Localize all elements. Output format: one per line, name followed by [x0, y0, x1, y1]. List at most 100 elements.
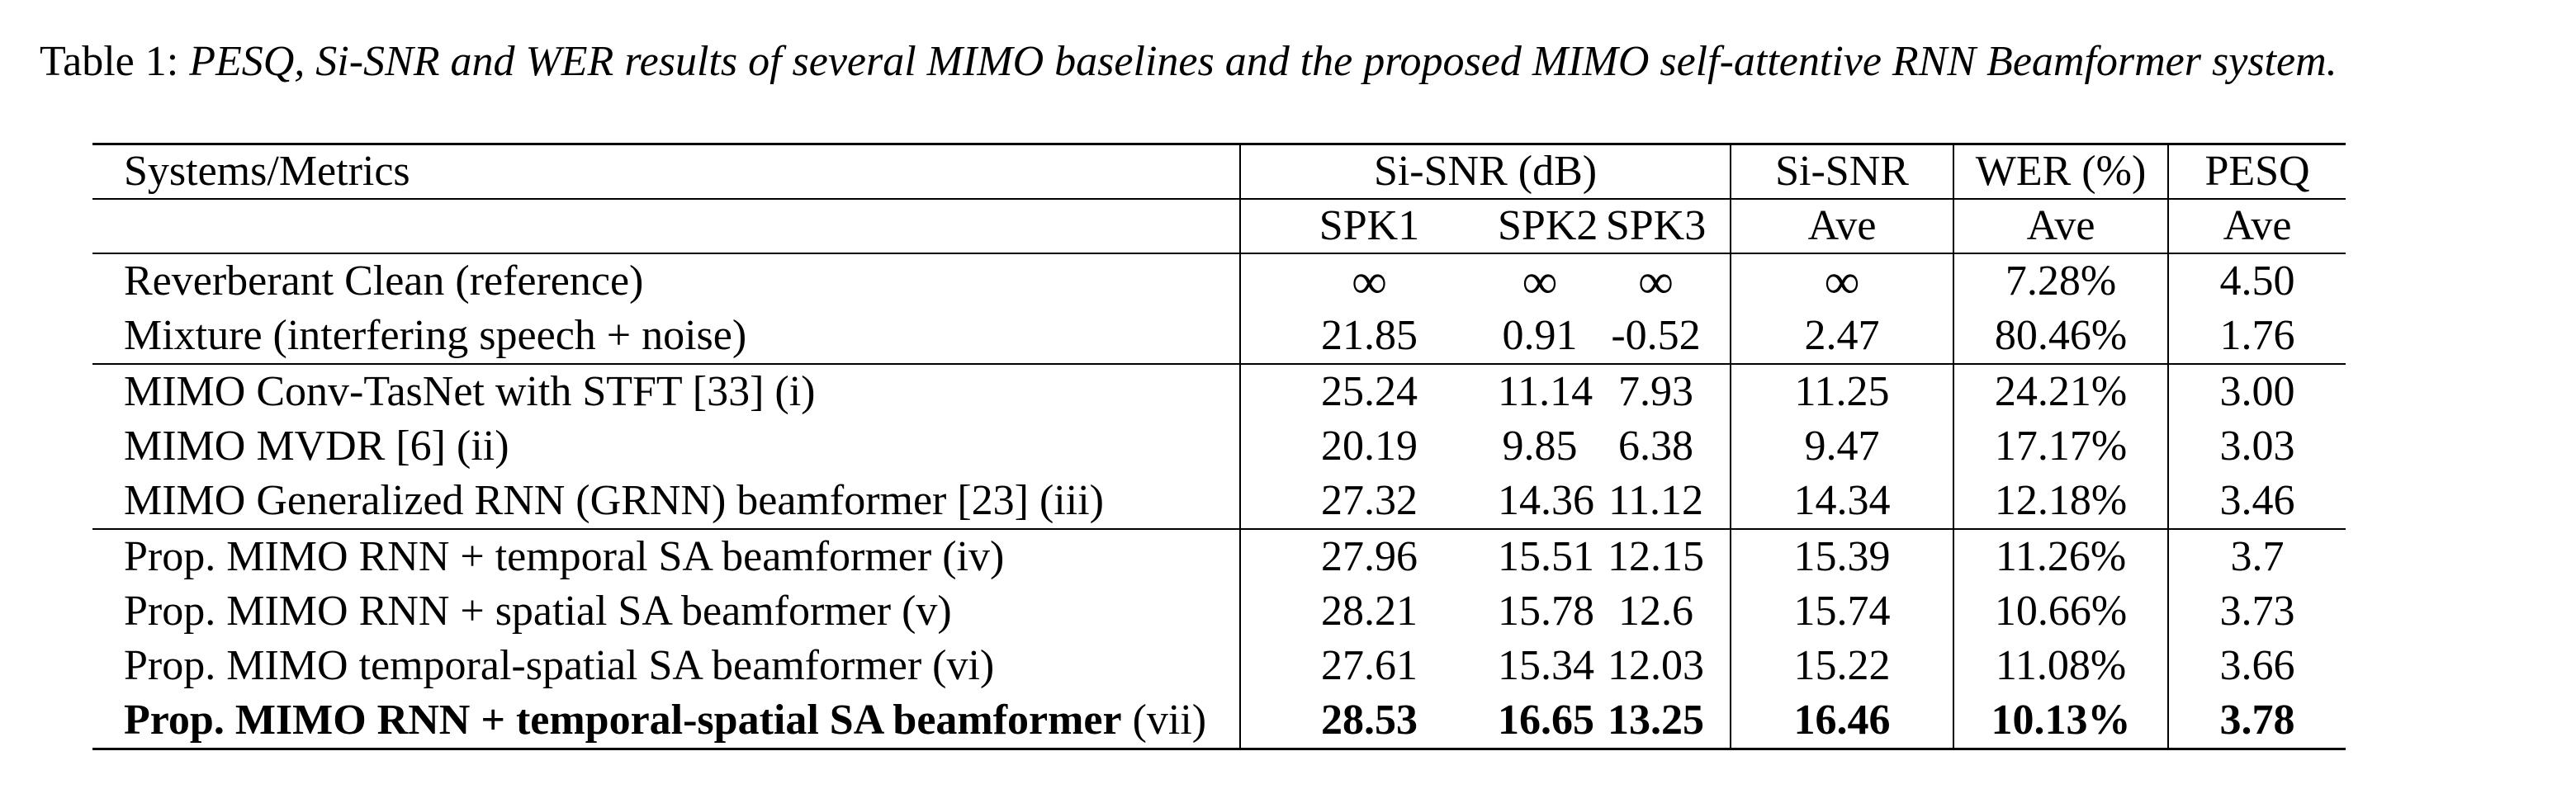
header-spk1: SPK1	[1240, 198, 1498, 253]
header-sisnr: Si-SNR	[1730, 143, 1954, 199]
cell-sisnr-ave: 9.47	[1730, 419, 1954, 474]
cell-wer: 11.08%	[1953, 639, 2169, 693]
cell-sisnr-ave: ∞	[1730, 253, 1954, 309]
cell-wer: 12.18%	[1953, 474, 2169, 529]
cell-wer: 7.28%	[1953, 253, 2169, 309]
system-tag: (vii)	[1121, 697, 1207, 744]
table-row: MIMO Generalized RNN (GRNN) beamformer […	[92, 474, 2480, 529]
cell-wer: 10.13%	[1953, 693, 2169, 750]
table-row: Reverberant Clean (reference) ∞ ∞ ∞ ∞ 7.28% 4.…	[92, 253, 2480, 309]
header-row-1: Systems/Metrics Si-SNR (dB) Si-SNR WER (…	[92, 143, 2480, 199]
system-name: MIMO Conv-TasNet with STFT [33] (i)	[92, 363, 1241, 419]
cell-spk1: 27.96	[1240, 528, 1498, 584]
cell-spk3: 12.6	[1618, 588, 1694, 635]
cell-spk1: ∞	[1240, 253, 1498, 309]
system-name: MIMO MVDR [6] (ii)	[92, 419, 1241, 474]
cell-spk1: 21.85	[1321, 312, 1418, 359]
cell-spk3: ∞	[1582, 253, 1731, 309]
cell-wer: 24.21%	[1953, 363, 2169, 419]
cell-spk3: 7.93	[1582, 363, 1731, 419]
cell-pesq: 3.78	[2167, 693, 2346, 750]
cell-pesq: 3.46	[2167, 474, 2346, 529]
system-name: Prop. MIMO RNN + temporal-spatial SA bea…	[92, 693, 1241, 750]
cell-spk3: 12.03	[1608, 642, 1705, 689]
cell-sisnr-ave: 2.47	[1730, 309, 1954, 364]
cell-spk3: 13.25	[1582, 693, 1731, 750]
cell-spk3: 11.12	[1608, 477, 1704, 524]
system-label: MIMO MVDR [6] (ii)	[124, 423, 509, 470]
system-label: Prop. MIMO RNN + temporal SA beamformer …	[124, 533, 1005, 580]
header-wer: WER (%)	[1953, 143, 2169, 199]
table-caption: Table 1: PESQ, Si-SNR and WER results of…	[40, 33, 2566, 91]
cell-pesq: 3.66	[2167, 639, 2346, 693]
table-row: Prop. MIMO RNN + spatial SA beamformer (…	[92, 584, 2480, 639]
cell-sisnr-ave: 11.25	[1730, 363, 1954, 419]
cell-spk2: 16.65	[1498, 693, 1594, 750]
cell-sisnr-ave: 15.39	[1730, 528, 1954, 584]
table-row: MIMO MVDR [6] (ii) 20.19 9.85 6.38 9.47 17.17…	[92, 419, 2480, 474]
caption-label: Table 1:	[40, 38, 190, 85]
cell-spk2: 11.14	[1498, 363, 1593, 419]
caption-text: PESQ, Si-SNR and WER results of several …	[189, 38, 2337, 85]
table-row: Prop. MIMO temporal-spatial SA beamforme…	[92, 639, 2480, 693]
header-sisnr-db: Si-SNR (dB)	[1240, 143, 1731, 199]
cell-pesq: 1.76	[2167, 309, 2346, 364]
system-label: MIMO Conv-TasNet with STFT [33] (i)	[124, 368, 816, 415]
cell-spk2: 15.78	[1498, 588, 1594, 635]
cell-pesq: 3.7	[2167, 528, 2346, 584]
header-spk3: SPK3	[1582, 198, 1731, 253]
cell-spk2: 15.51	[1498, 528, 1594, 584]
table-row: Prop. MIMO RNN + temporal-spatial SA bea…	[92, 693, 2480, 750]
table-row: Prop. MIMO RNN + temporal SA beamformer …	[92, 528, 2480, 584]
system-name: Mixture (interfering speech + noise)	[92, 309, 1241, 364]
cell-pesq: 3.73	[2167, 584, 2346, 639]
cell-spk3: 6.38	[1618, 423, 1694, 470]
cell-wer: 17.17%	[1953, 419, 2169, 474]
system-name: Reverberant Clean (reference)	[92, 253, 1241, 309]
header-pesq: PESQ	[2167, 143, 2346, 199]
system-name: MIMO Generalized RNN (GRNN) beamformer […	[92, 474, 1241, 529]
table-row: Mixture (interfering speech + noise) 21.8…	[92, 309, 2480, 364]
system-label: MIMO Generalized RNN (GRNN) beamformer […	[124, 477, 1104, 524]
cell-spk3: -0.52	[1611, 312, 1701, 359]
system-name: Prop. MIMO temporal-spatial SA beamforme…	[92, 639, 1241, 693]
cell-spk2: ∞	[1498, 253, 1582, 309]
system-label: Reverberant Clean (reference)	[124, 257, 644, 305]
header-spk2: SPK2	[1498, 198, 1598, 253]
table-body: Reverberant Clean (reference) ∞ ∞ ∞ ∞ 7.28% 4.…	[92, 253, 2480, 750]
system-name: Prop. MIMO RNN + spatial SA beamformer (…	[92, 584, 1241, 639]
system-label: Prop. MIMO RNN + spatial SA beamformer (…	[124, 588, 952, 635]
cell-pesq: 3.03	[2167, 419, 2346, 474]
cell-sisnr-ave: 15.74	[1730, 584, 1954, 639]
cell-wer: 11.26%	[1953, 528, 2169, 584]
cell-sisnr-ave: 14.34	[1730, 474, 1954, 529]
header-pesq-ave: Ave	[2167, 198, 2346, 253]
cell-spk3: 12.15	[1582, 528, 1731, 584]
cell-pesq: 4.50	[2167, 253, 2346, 309]
cell-spk1: 25.24	[1240, 363, 1498, 419]
cell-spk2: 15.34	[1498, 642, 1594, 689]
cell-spk1: 27.61	[1321, 642, 1418, 689]
cell-spk1: 27.32	[1321, 477, 1418, 524]
cell-spk1: 28.21	[1321, 588, 1418, 635]
cell-pesq: 3.00	[2167, 363, 2346, 419]
header-sisnr-ave: Ave	[1730, 198, 1954, 253]
results-table: Systems/Metrics Si-SNR (dB) Si-SNR WER (…	[92, 143, 2480, 750]
system-label: Mixture (interfering speech + noise)	[124, 312, 747, 359]
system-label: Prop. MIMO temporal-spatial SA beamforme…	[124, 642, 995, 689]
cell-spk1: 28.53	[1240, 693, 1498, 750]
table-row: MIMO Conv-TasNet with STFT [33] (i) 25.24…	[92, 363, 2480, 419]
cell-spk2: 0.91	[1502, 312, 1578, 359]
header-systems: Systems/Metrics	[92, 143, 1241, 199]
cell-wer: 10.66%	[1953, 584, 2169, 639]
cell-spk1: 20.19	[1321, 423, 1418, 470]
cell-sisnr-ave: 15.22	[1730, 639, 1954, 693]
cell-spk2: 14.36	[1498, 477, 1594, 524]
system-label: Prop. MIMO RNN + temporal-spatial SA bea…	[124, 697, 1122, 744]
system-name: Prop. MIMO RNN + temporal SA beamformer …	[92, 528, 1241, 584]
cell-sisnr-ave: 16.46	[1730, 693, 1954, 750]
cell-wer: 80.46%	[1953, 309, 2169, 364]
cell-spk2: 9.85	[1502, 423, 1578, 470]
header-row-2: SPK1 SPK2 SPK3 Ave Ave Ave	[92, 198, 2480, 253]
header-wer-ave: Ave	[1953, 198, 2169, 253]
